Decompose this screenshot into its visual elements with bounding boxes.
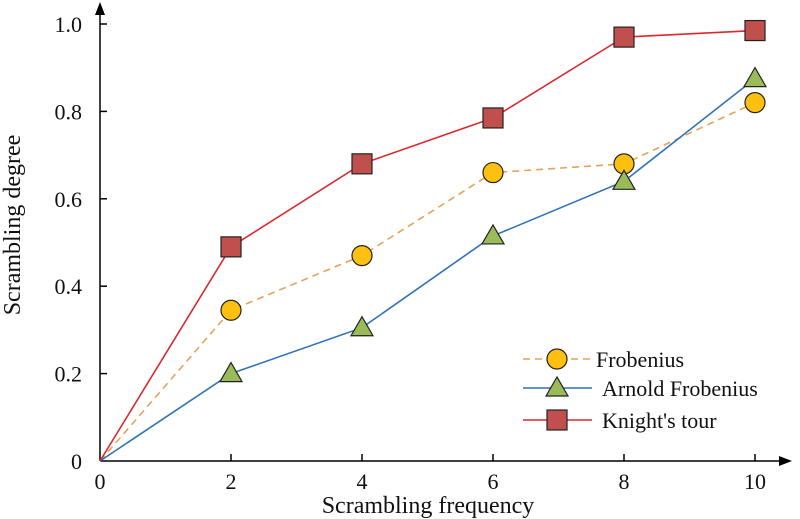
y-tick-label: 1.0 xyxy=(55,12,83,37)
x-tick-label: 6 xyxy=(488,469,499,494)
x-axis-arrow xyxy=(779,456,792,466)
data-point-knight-s-tour xyxy=(221,237,241,257)
data-point-knight-s-tour xyxy=(745,21,765,41)
y-axis-arrow xyxy=(95,2,105,15)
x-tick-label: 4 xyxy=(357,469,368,494)
legend: Frobenius Arnold Frobenius Knight's tour xyxy=(523,347,758,433)
series-line-arnold-frobenius xyxy=(100,79,755,461)
data-point-arnold-frobenius xyxy=(220,363,242,382)
data-point-frobenius xyxy=(221,300,241,320)
y-tick-label: 0 xyxy=(71,449,82,474)
data-point-knight-s-tour xyxy=(352,154,372,174)
data-point-arnold-frobenius xyxy=(613,170,635,189)
legend-label-arnold-frobenius: Arnold Frobenius xyxy=(602,376,758,401)
data-point-frobenius xyxy=(745,93,765,113)
y-tick-label: 0.6 xyxy=(55,187,83,212)
data-point-frobenius xyxy=(483,163,503,183)
data-point-arnold-frobenius xyxy=(744,68,766,87)
legend-marker-knight-s-tour xyxy=(547,410,567,430)
legend-marker-arnold-frobenius xyxy=(546,377,568,396)
data-point-knight-s-tour xyxy=(614,27,634,47)
x-tick-label: 8 xyxy=(619,469,630,494)
y-tick-label: 0.8 xyxy=(55,99,83,124)
y-axis-title: Scrambling degree xyxy=(0,135,26,316)
legend-marker-frobenius xyxy=(547,349,567,369)
data-point-arnold-frobenius xyxy=(482,225,504,244)
line-chart: 0 0.2 0.4 0.6 0.8 1.0 0 2 4 6 8 10 Scrambling frequ… xyxy=(0,0,800,519)
data-point-frobenius xyxy=(352,246,372,266)
x-tick-label: 10 xyxy=(744,469,766,494)
legend-label-knight-s-tour: Knight's tour xyxy=(602,408,717,433)
y-tick-label: 0.4 xyxy=(55,274,83,299)
data-point-knight-s-tour xyxy=(483,108,503,128)
data-point-arnold-frobenius xyxy=(351,317,373,336)
y-tick-label: 0.2 xyxy=(55,362,83,387)
x-tick-label: 0 xyxy=(95,469,106,494)
x-axis-title: Scrambling frequency xyxy=(322,493,535,519)
legend-label-frobenius: Frobenius xyxy=(596,347,684,372)
x-tick-label: 2 xyxy=(226,469,237,494)
